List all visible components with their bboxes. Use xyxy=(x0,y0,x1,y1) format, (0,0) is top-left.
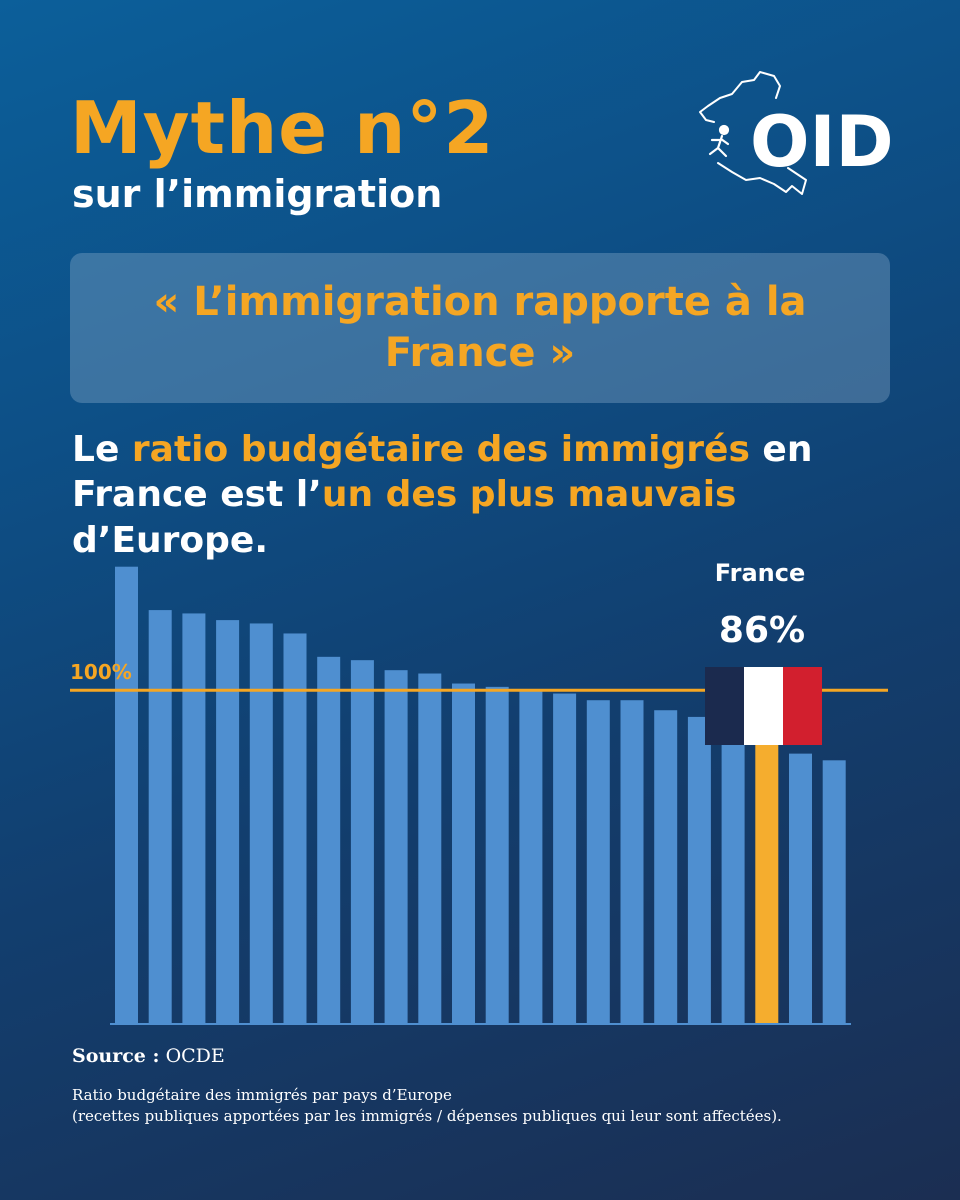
bar xyxy=(553,693,577,1024)
bar xyxy=(216,620,240,1024)
flag-white-band xyxy=(744,667,783,745)
bar xyxy=(721,723,745,1024)
statement-text: Le xyxy=(72,429,132,470)
reference-label: 100% xyxy=(70,660,132,684)
bar-chart: 100% France 86% xyxy=(70,559,888,1025)
bar xyxy=(485,686,509,1024)
bar xyxy=(148,610,172,1024)
bar xyxy=(350,660,374,1024)
bar xyxy=(317,656,341,1024)
bar xyxy=(115,566,138,1024)
quote-box: « L’immigration rapporte à la France » xyxy=(70,253,890,403)
chart-caption: Ratio budgétaire des immigrés par pays d… xyxy=(72,1085,942,1127)
bar xyxy=(452,683,475,1024)
bar xyxy=(249,623,273,1024)
source-value: OCDE xyxy=(165,1045,225,1067)
bar xyxy=(789,753,812,1024)
key-statement: Le ratio budgétaire des immigrés en Fran… xyxy=(72,427,912,563)
source-line: Source : OCDE xyxy=(72,1045,225,1067)
bar xyxy=(418,673,442,1024)
highlight-country-label: France xyxy=(715,559,805,587)
flag-red-band xyxy=(783,667,822,745)
bar xyxy=(586,700,610,1024)
france-outline-icon xyxy=(699,71,807,195)
bar xyxy=(654,710,678,1024)
bar xyxy=(519,690,543,1024)
statement-text: en France est l’ xyxy=(72,429,813,516)
bar xyxy=(620,700,644,1024)
runner-icon xyxy=(708,124,730,158)
bar xyxy=(687,716,711,1024)
statement-highlight: un des plus mauvais xyxy=(321,474,737,516)
caption-line: (recettes publiques apportées par les im… xyxy=(72,1107,782,1125)
bar xyxy=(283,633,307,1024)
bar xyxy=(384,670,408,1024)
logo-text: OID xyxy=(750,101,893,183)
caption-line: Ratio budgétaire des immigrés par pays d… xyxy=(72,1086,452,1104)
page-subtitle: sur l’immigration xyxy=(72,172,443,216)
flag-blue-band xyxy=(705,667,744,745)
statement-text: d’Europe. xyxy=(72,519,269,561)
bar-highlight xyxy=(755,736,779,1024)
quote-text: « L’immigration rapporte à la France » xyxy=(153,278,807,376)
page-title: Mythe n°2 xyxy=(70,86,495,170)
highlight-value-label: 86% xyxy=(719,610,805,651)
france-flag xyxy=(705,667,822,745)
statement-highlight: ratio budgétaire des immigrés xyxy=(131,429,750,470)
source-label: Source : xyxy=(72,1045,160,1067)
bar xyxy=(822,760,846,1024)
bar xyxy=(182,613,206,1024)
oid-logo: OID xyxy=(699,71,893,195)
